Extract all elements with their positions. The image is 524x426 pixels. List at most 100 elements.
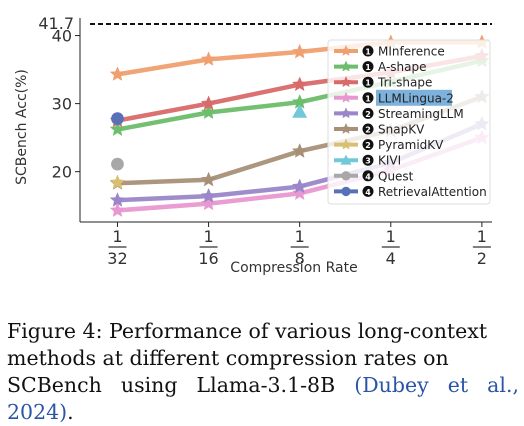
x-tick-denominator: 32 <box>107 249 127 268</box>
legend-badge <box>362 107 374 119</box>
legend-badge-number: 4 <box>365 172 371 181</box>
legend-label: PyramidKV <box>378 138 444 152</box>
x-tick-denominator: 2 <box>477 249 487 268</box>
data-point <box>109 121 126 137</box>
legend-badge <box>362 185 374 197</box>
citation-link[interactable]: (Dubey et al., 2024) <box>7 373 519 424</box>
reference-line-label: 41.7 <box>38 14 74 33</box>
x-tick-numerator: 1 <box>112 227 122 246</box>
x-tick-denominator: 8 <box>295 249 305 268</box>
legend-badge-number: 1 <box>365 48 371 57</box>
data-point <box>109 174 126 190</box>
legend-marker <box>340 60 352 72</box>
legend-item: 1 Tri-shape <box>334 76 432 90</box>
legend-badge-number: 1 <box>365 94 371 103</box>
legend-label: A-shape <box>378 60 427 74</box>
legend-badge-number: 2 <box>365 126 371 135</box>
legend-marker <box>340 44 352 56</box>
data-point <box>292 104 308 118</box>
legend-item: 1 MInference <box>334 45 445 59</box>
x-tick-numerator: 1 <box>295 227 305 246</box>
series-quest <box>111 157 124 171</box>
legend-label: Quest <box>378 169 414 183</box>
data-point <box>291 76 308 92</box>
data-point <box>200 187 217 203</box>
legend-badge <box>362 139 374 151</box>
legend-marker <box>340 138 352 150</box>
legend-item: 2 SnapKV <box>334 123 425 137</box>
figure-caption: Figure 4: Performance of various long-co… <box>7 318 519 426</box>
x-tick-numerator: 1 <box>203 227 213 246</box>
legend-marker <box>340 122 352 134</box>
caption-line-3: SCBench using Llama-3.1-8B (Dubey et al.… <box>7 372 519 426</box>
y-axis-title: SCBench Acc(%) <box>14 69 30 185</box>
legend-badge-number: 2 <box>365 110 371 119</box>
data-point <box>109 66 126 81</box>
legend-highlight <box>376 89 452 106</box>
legend-item: 2 StreamingLLM <box>334 107 464 121</box>
legend-item: 1 LLMLingua-2 <box>334 89 454 106</box>
x-tick-numerator: 1 <box>477 227 487 246</box>
legend-item: 1 A-shape <box>334 60 427 74</box>
legend: 1 MInference 1 A-shape 1 Tri-shape 1 LLMLingua-… <box>327 39 491 205</box>
legend-badge-number: 2 <box>365 141 371 150</box>
legend-badge <box>362 123 374 135</box>
data-point <box>200 95 217 111</box>
chart-figure: 41.7 20 30 40 1 32 1 16 1 8 1 4 1 2 Compression Rate SC… <box>14 14 492 276</box>
data-point <box>200 171 217 187</box>
data-point <box>291 185 308 201</box>
data-point <box>200 51 217 66</box>
legend-marker <box>340 107 352 119</box>
legend-label: SnapKV <box>378 123 425 137</box>
data-point <box>111 157 124 171</box>
data-point <box>291 143 308 158</box>
legend-label: MInference <box>378 45 445 59</box>
legend-badge <box>362 45 374 57</box>
legend-badge-number: 1 <box>365 79 371 88</box>
series-kivi <box>292 104 308 118</box>
caption-line-1: Figure 4: Performance of various long-co… <box>7 319 488 343</box>
y-tick-label: 20 <box>52 163 72 182</box>
legend-badge <box>362 76 374 88</box>
legend-label: Tri-shape <box>377 76 432 90</box>
data-point <box>109 202 126 218</box>
data-point <box>109 192 126 207</box>
data-point <box>200 104 217 120</box>
legend-marker <box>340 154 352 165</box>
legend-label: KIVI <box>378 154 401 168</box>
series-retrievalattention <box>111 112 124 125</box>
caption-line-3-suffix: . <box>67 400 74 424</box>
caption-line-3-prefix: SCBench using Llama-3.1-8B <box>7 373 355 397</box>
x-tick-denominator: 16 <box>198 249 218 268</box>
legend-item: 4 Quest <box>334 169 414 183</box>
legend-label: LLMLingua-2 <box>378 91 454 105</box>
series-pyramidkv <box>109 174 126 190</box>
data-point <box>291 43 308 59</box>
legend-marker <box>340 76 352 88</box>
x-tick-numerator: 1 <box>386 227 396 246</box>
legend-item: 4 RetrievalAttention <box>334 185 487 199</box>
legend-badge <box>362 154 374 166</box>
legend-badge <box>362 92 374 104</box>
legend-badge <box>362 61 374 73</box>
data-point <box>200 195 217 211</box>
x-axis-title: Compression Rate <box>230 260 357 276</box>
y-tick-label: 40 <box>52 27 72 46</box>
legend-badge <box>362 170 374 182</box>
caption-line-2: methods at different compression rates o… <box>7 346 449 370</box>
data-point <box>291 178 308 194</box>
legend-marker <box>340 91 352 103</box>
legend-badge-number: 3 <box>365 157 371 166</box>
legend-label: RetrievalAttention <box>378 185 487 199</box>
x-tick-denominator: 4 <box>386 249 396 268</box>
data-point <box>111 112 124 125</box>
y-tick-label: 30 <box>52 95 72 114</box>
legend-badge-number: 1 <box>365 63 371 72</box>
legend-marker <box>341 186 351 197</box>
legend-label: StreamingLLM <box>378 107 464 121</box>
legend-badge-number: 4 <box>365 188 371 197</box>
legend-item: 3 KIVI <box>334 154 401 168</box>
legend-item: 2 PyramidKV <box>334 138 444 152</box>
legend-marker <box>341 171 351 181</box>
